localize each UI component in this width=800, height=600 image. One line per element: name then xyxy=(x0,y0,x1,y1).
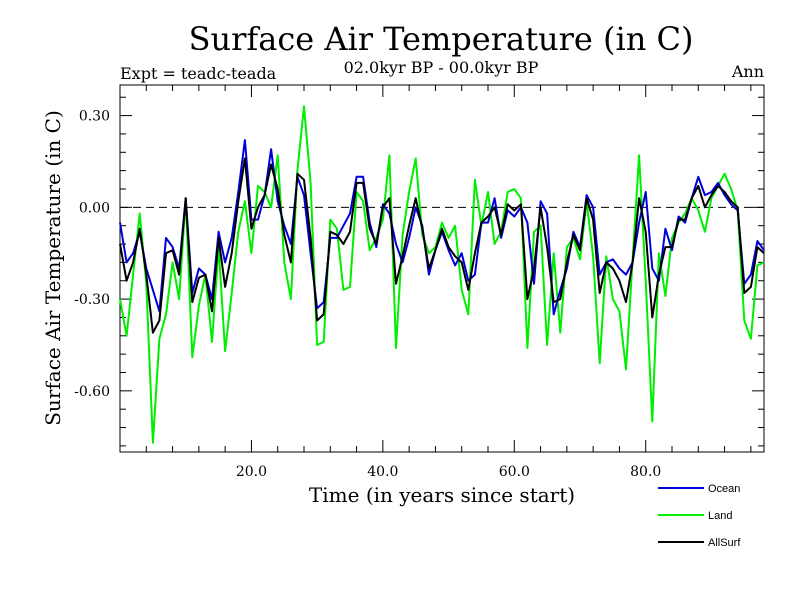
y-tick-label: -0.30 xyxy=(74,292,110,308)
axis-tick-labels: 20.0 40.0 60.0 80.0 0.30 0.00 -0.30 -0.60 xyxy=(74,109,661,480)
legend-label-land: Land xyxy=(708,510,732,522)
y-tick-label: -0.60 xyxy=(74,384,110,400)
y-tick-label: 0.00 xyxy=(79,200,110,216)
legend-label-ocean: Ocean xyxy=(708,483,740,495)
legend-label-allsurf: AllSurf xyxy=(708,537,741,549)
x-tick-label: 40.0 xyxy=(367,464,398,480)
legend: Ocean Land AllSurf xyxy=(658,483,741,549)
season-label: Ann xyxy=(731,62,764,81)
series-line-land xyxy=(119,105,765,444)
y-axis-label: Surface Air Temperature (in C) xyxy=(41,110,65,426)
x-tick-label: 80.0 xyxy=(630,464,661,480)
series-lines xyxy=(119,105,765,444)
y-tick-label: 0.30 xyxy=(79,109,110,125)
x-tick-label: 20.0 xyxy=(236,464,267,480)
period-range-subtitle: 02.0kyr BP - 00.0kyr BP xyxy=(344,58,539,77)
chart-title: Surface Air Temperature (in C) xyxy=(189,20,694,58)
series-line-allsurf xyxy=(119,157,765,334)
plot-area xyxy=(119,84,765,453)
x-axis-label: Time (in years since start) xyxy=(309,483,575,507)
plot-frame xyxy=(119,84,765,453)
experiment-label: Expt = teadc-teada xyxy=(120,64,277,83)
x-tick-label: 60.0 xyxy=(499,464,530,480)
